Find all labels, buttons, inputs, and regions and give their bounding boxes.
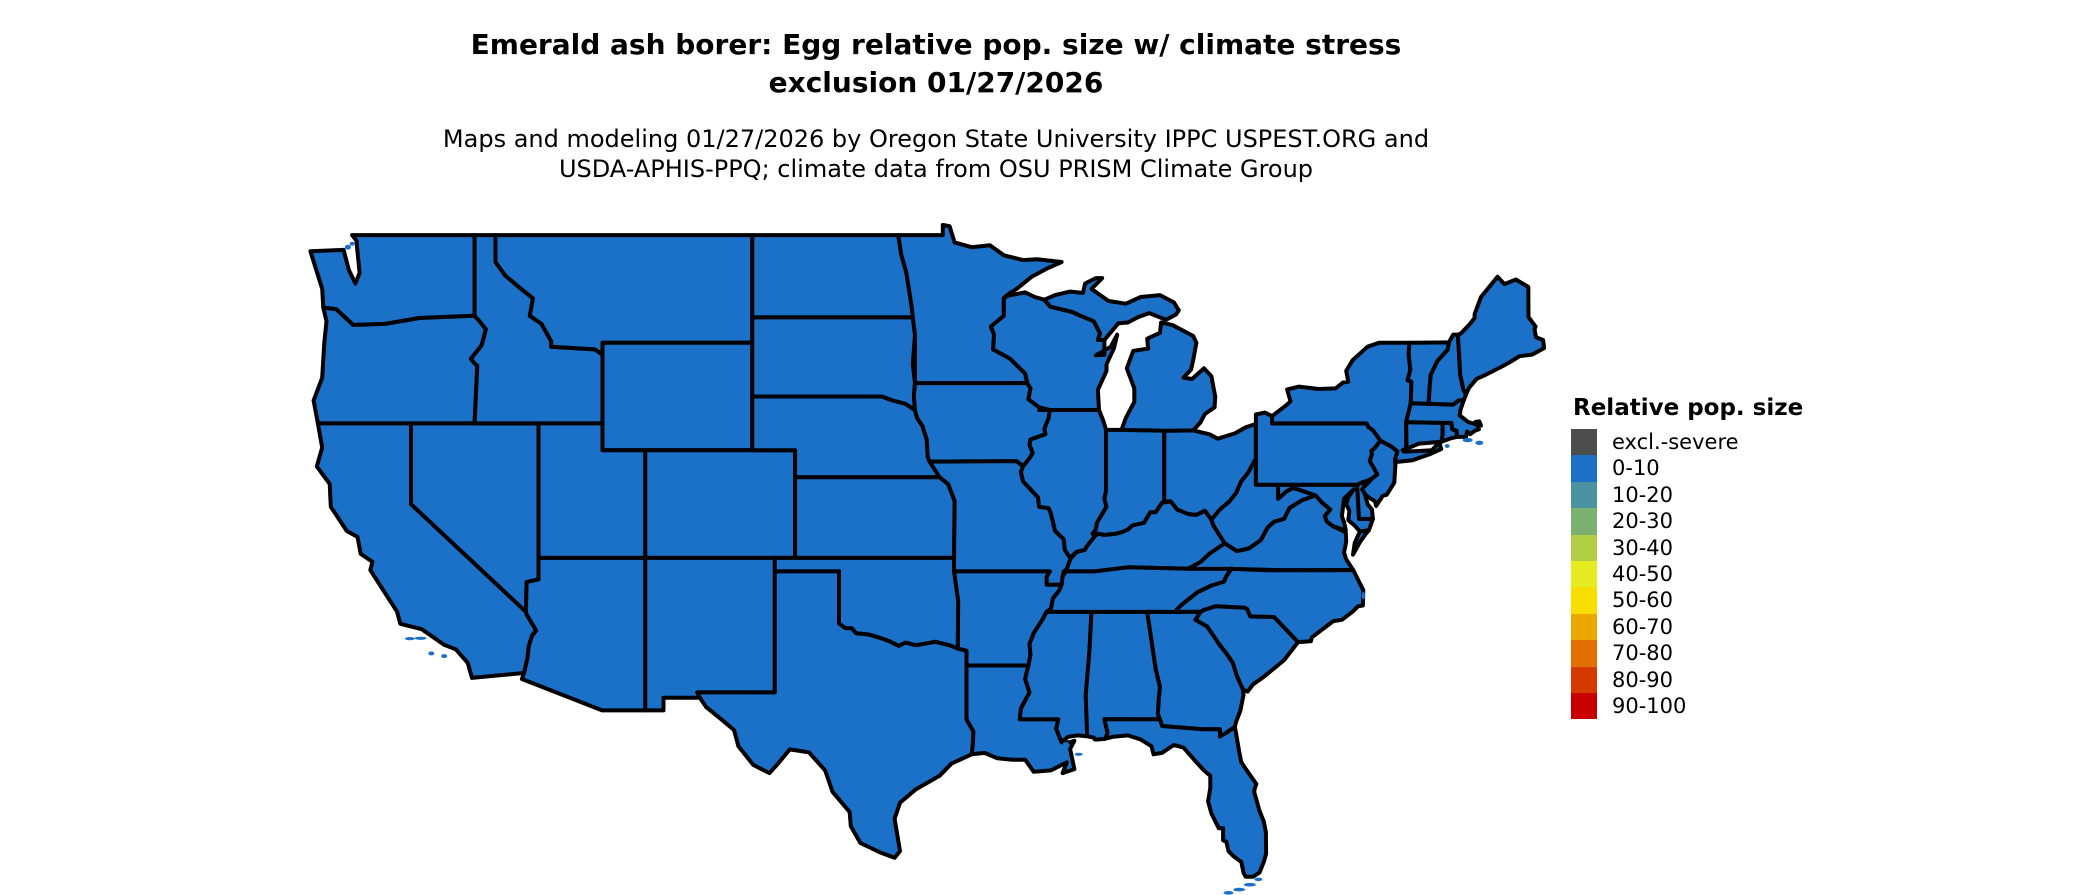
offshore-island: [1475, 440, 1484, 445]
offshore-island: [1444, 444, 1450, 448]
state-NM: [643, 555, 777, 713]
offshore-island: [1254, 877, 1263, 882]
us-states-map: [308, 223, 1547, 895]
legend-title: Relative pop. size: [1573, 395, 1804, 421]
state-FL: [1102, 717, 1269, 879]
title-line-1: Emerald ash borer: Egg relative pop. siz…: [470, 28, 1402, 61]
offshore-island: [349, 241, 355, 246]
page-title: Emerald ash borer: Egg relative pop. siz…: [0, 26, 1872, 102]
state-MI-UP: [1042, 276, 1181, 342]
offshore-island: [404, 637, 415, 641]
subtitle-line-1: Maps and modeling 01/27/2026 by Oregon S…: [442, 125, 1430, 153]
legend-label: 70-80: [1612, 641, 1674, 666]
legend-label: 50-60: [1612, 588, 1674, 613]
legend-item: 30-40: [1571, 534, 1739, 561]
legend-item: 10-20: [1571, 481, 1739, 509]
offshore-island: [1361, 591, 1365, 600]
offshore-island: [414, 636, 427, 640]
legend-item: 90-100: [1571, 692, 1739, 720]
legend-item: 0-10: [1571, 455, 1739, 482]
legend-swatch-excl.-severe: [1571, 429, 1597, 456]
legend-swatch-40-50: [1571, 560, 1597, 588]
legend-label: 80-90: [1612, 667, 1674, 692]
state-MD: [1276, 482, 1375, 534]
offshore-island: [428, 651, 435, 656]
legend-swatch-80-90: [1571, 666, 1597, 693]
legend-label: 60-70: [1612, 614, 1674, 639]
state-KS: [793, 475, 957, 560]
state-TX: [695, 569, 976, 860]
legend-swatch-50-60: [1571, 587, 1597, 614]
legend-swatch-70-80: [1571, 640, 1597, 667]
legend-label: 30-40: [1612, 535, 1674, 560]
legend-swatch-60-70: [1571, 613, 1597, 641]
state-GA: [1145, 609, 1246, 739]
legend-swatch-30-40: [1571, 534, 1597, 561]
legend-swatch-20-30: [1571, 508, 1597, 535]
legend-label: 20-30: [1612, 509, 1674, 534]
state-AZ: [519, 555, 648, 713]
legend-item: 60-70: [1571, 613, 1739, 641]
legend-item: 70-80: [1571, 640, 1739, 667]
state-CO: [643, 448, 798, 560]
legend: excl.-severe 0-10 10-20 20-30 30-40 40-50 50-6…: [1571, 429, 1739, 720]
state-OR: [311, 305, 488, 426]
legend-item: 50-60: [1571, 587, 1739, 614]
offshore-island: [1062, 742, 1069, 745]
state-ME: [1455, 274, 1547, 397]
title-line-2: exclusion 01/27/2026: [768, 66, 1104, 99]
legend-label: 10-20: [1612, 482, 1674, 507]
offshore-island: [1074, 752, 1083, 756]
offshore-island: [441, 654, 448, 659]
legend-label: 0-10: [1612, 456, 1660, 481]
offshore-island: [1233, 887, 1246, 892]
legend-item: excl.-severe: [1571, 429, 1739, 456]
legend-item: 20-30: [1571, 508, 1739, 535]
legend-swatch-10-20: [1571, 481, 1597, 509]
legend-swatch-0-10: [1571, 455, 1597, 482]
subtitle-line-2: USDA-APHIS-PPQ; climate data from OSU PR…: [558, 155, 1314, 183]
figure-subtitle: Maps and modeling 01/27/2026 by Oregon S…: [0, 124, 1872, 184]
offshore-island: [1243, 882, 1256, 887]
state-VA-ES: [1351, 528, 1371, 557]
legend-label: 90-100: [1612, 693, 1687, 718]
legend-swatch-90-100: [1571, 692, 1597, 720]
offshore-island: [344, 244, 351, 250]
state-ND: [750, 233, 915, 320]
legend-label: 40-50: [1612, 561, 1674, 586]
legend-item: 80-90: [1571, 666, 1739, 693]
offshore-island: [1462, 437, 1473, 443]
state-WY: [600, 340, 755, 453]
legend-item: 40-50: [1571, 560, 1739, 588]
state-MI: [1119, 320, 1218, 433]
legend-label: excl.-severe: [1612, 430, 1739, 454]
figure-header: Emerald ash borer: Egg relative pop. siz…: [0, 26, 1872, 184]
